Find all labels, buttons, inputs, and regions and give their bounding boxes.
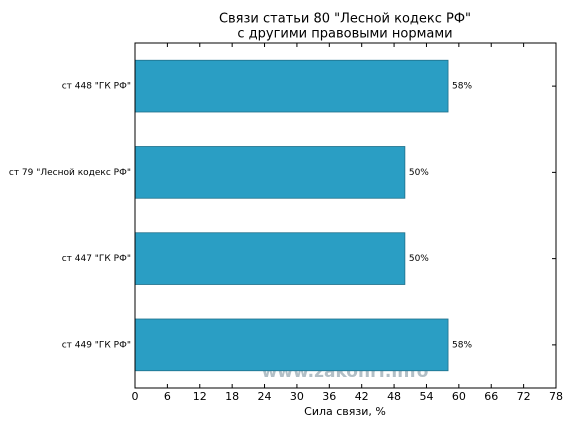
- x-tick-label: 48: [387, 390, 401, 403]
- bar: [134, 232, 406, 285]
- x-tick-label: 60: [452, 390, 466, 403]
- x-tick-label: 12: [193, 390, 207, 403]
- value-label: 58%: [452, 340, 472, 350]
- x-tick-label: 30: [290, 390, 304, 403]
- x-tick-label: 66: [484, 390, 498, 403]
- value-label: 50%: [409, 254, 429, 264]
- y-tick-label: ст 448 "ГК РФ": [62, 82, 131, 92]
- value-label: 58%: [452, 82, 472, 92]
- y-tick-label: ст 449 "ГК РФ": [62, 340, 131, 350]
- y-tick-label: ст 79 "Лесной кодекс РФ": [9, 168, 131, 178]
- x-tick-label: 42: [355, 390, 369, 403]
- x-tick-label: 54: [419, 390, 433, 403]
- x-tick-label: 0: [132, 390, 139, 403]
- x-tick-label: 78: [549, 390, 563, 403]
- x-axis-label: Сила связи, %: [304, 405, 386, 418]
- value-label: 50%: [409, 168, 429, 178]
- x-tick-label: 24: [258, 390, 272, 403]
- bar: [134, 318, 449, 372]
- chart-title: с другими правовыми нормами: [237, 27, 452, 42]
- bar: [134, 146, 406, 199]
- bar: [134, 59, 449, 113]
- y-tick-label: ст 447 "ГК РФ": [62, 254, 131, 264]
- plot-frame: [134, 42, 557, 389]
- x-tick-label: 6: [164, 390, 171, 403]
- x-tick-label: 72: [517, 390, 531, 403]
- x-tick-label: 18: [225, 390, 239, 403]
- chart-title: Связи статьи 80 "Лесной кодекс РФ": [219, 12, 471, 27]
- x-tick-label: 36: [322, 390, 336, 403]
